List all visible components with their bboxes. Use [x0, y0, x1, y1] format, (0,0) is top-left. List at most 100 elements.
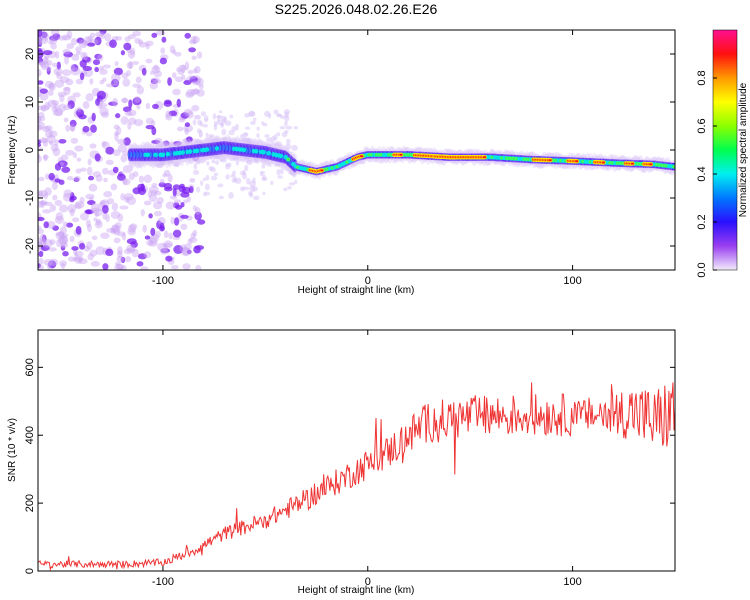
heatmap-cell — [216, 115, 223, 119]
heatmap-cell — [47, 90, 54, 96]
heatmap-cell — [48, 130, 58, 138]
heatmap-cell — [241, 172, 248, 180]
colorbar-tick-label: 0.2 — [696, 214, 708, 229]
heatmap-cell — [43, 140, 48, 147]
heatmap-cell — [148, 185, 159, 194]
heatmap-cell — [176, 126, 184, 132]
y-tick-label: 0 — [24, 147, 36, 153]
heatmap-cell — [114, 261, 121, 266]
heatmap-cell — [153, 79, 162, 84]
heatmap-cell — [71, 217, 80, 223]
heatmap-cell — [196, 89, 205, 97]
heatmap-cell — [83, 245, 91, 252]
snr-y-label: SNR (10 * v/v) — [7, 418, 18, 482]
heatmap-cell — [69, 119, 77, 128]
heatmap-cell — [63, 51, 74, 58]
heatmap-cell — [146, 239, 154, 246]
heatmap-cell — [102, 77, 107, 82]
heatmap-cell — [100, 232, 110, 240]
heatmap-cell — [214, 146, 220, 151]
heatmap-cell — [156, 162, 164, 168]
heatmap-cell — [165, 152, 171, 157]
heatmap-cell — [228, 192, 234, 199]
heatmap-cell — [134, 37, 141, 44]
heatmap-cell — [293, 126, 299, 130]
heatmap-cell — [163, 169, 171, 177]
heatmap-cell — [52, 110, 63, 117]
heatmap-cell — [60, 242, 69, 249]
heatmap-cell — [38, 68, 42, 77]
heatmap-cell — [182, 247, 191, 257]
heatmap-cell — [285, 125, 293, 130]
heatmap-cell — [132, 83, 142, 88]
y-tick-label: -10 — [24, 190, 36, 206]
heatmap-cell — [182, 263, 191, 270]
heatmap-cell — [278, 153, 284, 159]
heatmap-cell — [38, 190, 44, 196]
heatmap-cell — [191, 80, 201, 86]
heatmap-cell — [54, 199, 63, 206]
heatmap-cell — [213, 172, 219, 177]
heatmap-cell — [125, 70, 132, 77]
x-tick-label: 0 — [365, 275, 371, 287]
spectrogram-y-label: Frequency (Hz) — [7, 116, 18, 185]
heatmap-cell — [183, 80, 192, 86]
y-tick-label: 10 — [24, 96, 36, 108]
heatmap-cell — [41, 201, 47, 206]
heatmap-cell — [286, 138, 291, 145]
heatmap-cell — [39, 200, 48, 205]
heatmap-cell — [89, 78, 94, 85]
heatmap-cell — [151, 65, 161, 74]
heatmap-cell — [154, 190, 162, 196]
heatmap-cell — [73, 175, 81, 182]
heatmap-cell — [80, 51, 86, 60]
heatmap-cell — [43, 239, 53, 248]
heatmap-cell — [76, 37, 85, 44]
heatmap-cell — [176, 67, 182, 73]
heatmap-cell — [256, 133, 260, 138]
heatmap-cell — [60, 262, 66, 270]
heatmap-cell — [190, 35, 200, 44]
heatmap-cell — [160, 248, 171, 254]
heatmap-cell — [284, 143, 292, 150]
heatmap-cell — [163, 230, 169, 239]
heatmap-cell — [106, 227, 115, 233]
heatmap-cell — [111, 202, 119, 211]
heatmap-cell — [70, 67, 81, 76]
heatmap-cell — [116, 266, 123, 270]
heatmap-cell — [254, 149, 259, 154]
heatmap-cell — [189, 237, 198, 243]
heatmap-cell — [121, 232, 127, 241]
heatmap-cell — [47, 262, 52, 270]
heatmap-cell — [276, 168, 281, 176]
heatmap-cell — [54, 178, 61, 183]
heatmap-cell — [61, 233, 69, 238]
heatmap-cell — [160, 248, 169, 255]
heatmap-cell — [38, 240, 47, 247]
heatmap-cell — [72, 257, 82, 262]
heatmap-cell — [52, 225, 59, 231]
heatmap-cell — [261, 158, 268, 162]
heatmap-cell — [75, 46, 82, 53]
y-tick-label: 0 — [24, 568, 36, 574]
heatmap-cell — [49, 239, 56, 245]
heatmap-cell — [61, 69, 72, 76]
heatmap-cell — [211, 160, 216, 164]
heatmap-cell — [74, 202, 82, 209]
heatmap-cell — [38, 116, 42, 124]
heatmap-cell — [191, 55, 197, 61]
heatmap-cell — [184, 32, 191, 39]
heatmap-cell — [87, 166, 93, 176]
heatmap-cell — [252, 177, 256, 184]
heatmap-cell — [94, 220, 103, 229]
heatmap-cell — [142, 224, 148, 233]
heatmap-cell — [192, 169, 200, 175]
heatmap-cell — [176, 98, 182, 108]
heatmap-cell — [152, 233, 159, 243]
heatmap-cell — [153, 210, 163, 217]
heatmap-cell — [186, 196, 191, 203]
heatmap-cell — [170, 264, 179, 270]
heatmap-cell — [267, 113, 272, 119]
heatmap-cell — [59, 235, 64, 241]
heatmap-cell — [48, 39, 53, 45]
